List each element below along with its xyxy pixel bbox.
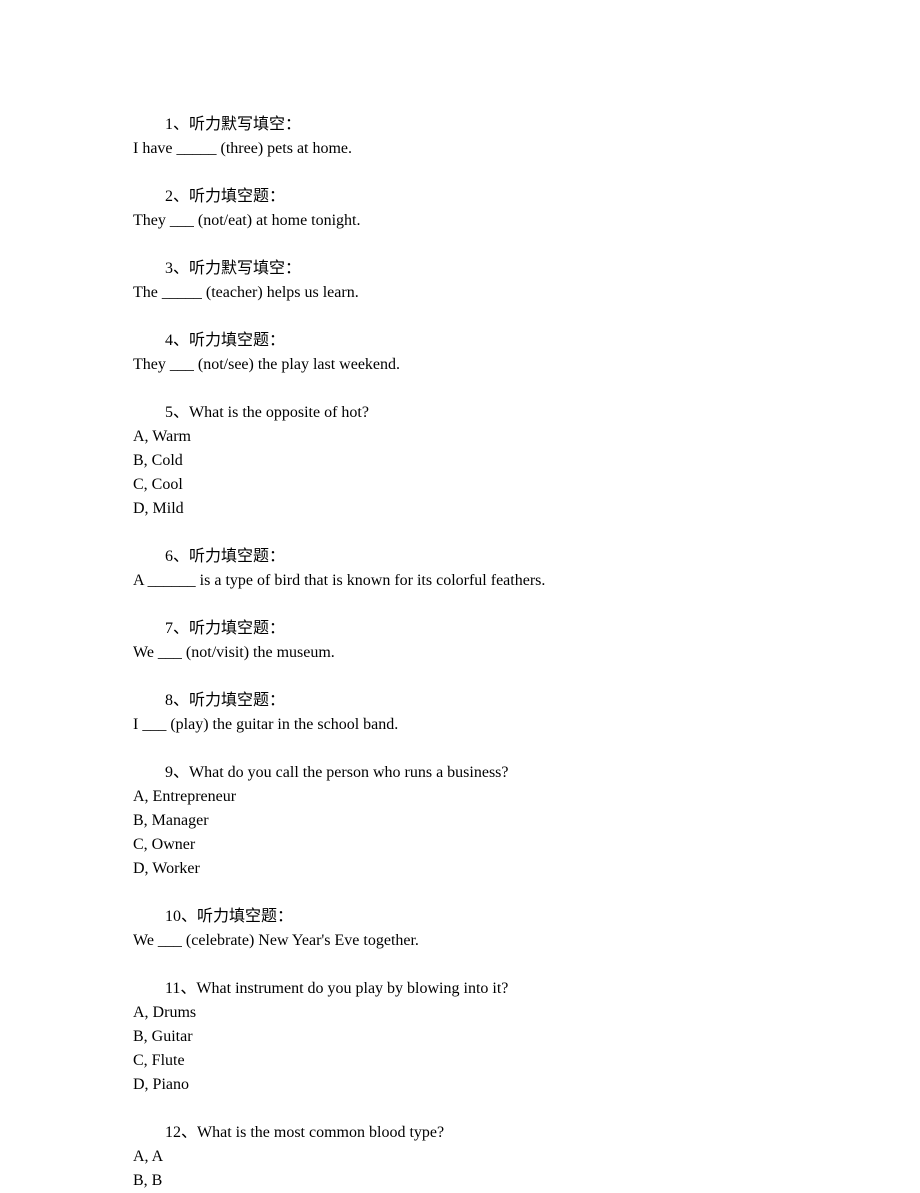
question-number: 12、	[165, 1124, 197, 1141]
question-type: 听力默写填空：	[189, 116, 301, 133]
question-block: 12、What is the most common blood type?A,…	[133, 1121, 787, 1193]
question-option: B, Manager	[133, 809, 787, 833]
question-number: 9、	[165, 764, 189, 781]
question-option: A, Entrepreneur	[133, 785, 787, 809]
question-block: 6、听力填空题：A ______ is a type of bird that …	[133, 545, 787, 593]
question-title: 7、听力填空题：	[133, 617, 787, 641]
question-number: 5、	[165, 404, 189, 421]
question-type: 听力默写填空：	[189, 260, 301, 277]
question-type: What instrument do you play by blowing i…	[196, 980, 508, 997]
question-type: 听力填空题：	[189, 620, 285, 637]
question-title: 12、What is the most common blood type?	[133, 1121, 787, 1145]
question-title: 3、听力默写填空：	[133, 257, 787, 281]
question-option: C, Cool	[133, 473, 787, 497]
question-type: 听力填空题：	[189, 548, 285, 565]
question-type: 听力填空题：	[197, 908, 293, 925]
question-number: 2、	[165, 188, 189, 205]
question-title: 8、听力填空题：	[133, 689, 787, 713]
question-type: 听力填空题：	[189, 188, 285, 205]
question-body: They ___ (not/see) the play last weekend…	[133, 353, 787, 377]
question-type: 听力填空题：	[189, 692, 285, 709]
question-block: 4、听力填空题：They ___ (not/see) the play last…	[133, 329, 787, 377]
question-number: 3、	[165, 260, 189, 277]
question-option: C, Owner	[133, 833, 787, 857]
question-block: 8、听力填空题：I ___ (play) the guitar in the s…	[133, 689, 787, 737]
question-option: D, Worker	[133, 857, 787, 881]
question-number: 10、	[165, 908, 197, 925]
question-option: D, Mild	[133, 497, 787, 521]
question-option: D, Piano	[133, 1073, 787, 1097]
question-type: What is the opposite of hot?	[189, 404, 369, 421]
question-number: 4、	[165, 332, 189, 349]
question-number: 11、	[165, 980, 196, 997]
question-option: B, Cold	[133, 449, 787, 473]
question-title: 5、What is the opposite of hot?	[133, 401, 787, 425]
question-title: 11、What instrument do you play by blowin…	[133, 977, 787, 1001]
question-option: C, Flute	[133, 1049, 787, 1073]
question-block: 7、听力填空题：We ___ (not/visit) the museum.	[133, 617, 787, 665]
question-title: 10、听力填空题：	[133, 905, 787, 929]
document-content: 1、听力默写填空：I have _____ (three) pets at ho…	[133, 113, 787, 1193]
question-block: 9、What do you call the person who runs a…	[133, 761, 787, 881]
question-type: What do you call the person who runs a b…	[189, 764, 508, 781]
question-type: 听力填空题：	[189, 332, 285, 349]
question-option: B, Guitar	[133, 1025, 787, 1049]
question-title: 9、What do you call the person who runs a…	[133, 761, 787, 785]
question-option: A, Drums	[133, 1001, 787, 1025]
question-block: 11、What instrument do you play by blowin…	[133, 977, 787, 1097]
question-body: We ___ (not/visit) the museum.	[133, 641, 787, 665]
question-number: 7、	[165, 620, 189, 637]
question-block: 2、听力填空题：They ___ (not/eat) at home tonig…	[133, 185, 787, 233]
question-body: I have _____ (three) pets at home.	[133, 137, 787, 161]
question-block: 10、听力填空题：We ___ (celebrate) New Year's E…	[133, 905, 787, 953]
question-number: 1、	[165, 116, 189, 133]
question-body: The _____ (teacher) helps us learn.	[133, 281, 787, 305]
question-block: 5、What is the opposite of hot?A, WarmB, …	[133, 401, 787, 521]
question-title: 2、听力填空题：	[133, 185, 787, 209]
question-title: 4、听力填空题：	[133, 329, 787, 353]
question-number: 6、	[165, 548, 189, 565]
question-body: I ___ (play) the guitar in the school ba…	[133, 713, 787, 737]
question-block: 3、听力默写填空：The _____ (teacher) helps us le…	[133, 257, 787, 305]
question-number: 8、	[165, 692, 189, 709]
question-title: 6、听力填空题：	[133, 545, 787, 569]
question-body: A ______ is a type of bird that is known…	[133, 569, 787, 593]
question-title: 1、听力默写填空：	[133, 113, 787, 137]
question-option: A, Warm	[133, 425, 787, 449]
question-option: B, B	[133, 1169, 787, 1193]
question-body: We ___ (celebrate) New Year's Eve togeth…	[133, 929, 787, 953]
question-type: What is the most common blood type?	[197, 1124, 444, 1141]
question-option: A, A	[133, 1145, 787, 1169]
question-body: They ___ (not/eat) at home tonight.	[133, 209, 787, 233]
question-block: 1、听力默写填空：I have _____ (three) pets at ho…	[133, 113, 787, 161]
